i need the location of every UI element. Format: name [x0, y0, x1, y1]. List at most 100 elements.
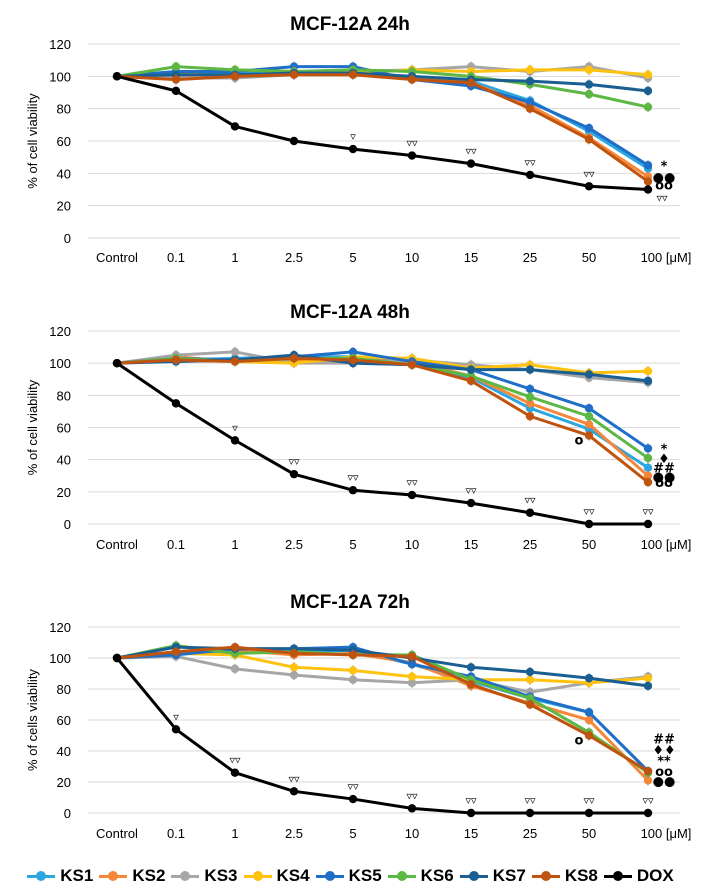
significance-annotation: o: [575, 734, 584, 749]
significance-annotation: ▿▿: [524, 156, 536, 169]
data-point-ks3: [289, 670, 299, 680]
significance-annotation: ▿▿: [642, 794, 654, 807]
data-point-ks5: [584, 404, 594, 413]
data-point-dox: [348, 486, 358, 495]
data-point-ks4: [525, 65, 535, 75]
data-point-ks8: [525, 700, 535, 709]
significance-annotation: *: [661, 159, 668, 174]
significance-annotation: ●●: [653, 774, 676, 789]
data-point-ks8: [230, 357, 240, 366]
x-tick-label: 100 [μM]: [641, 250, 692, 265]
series-line-ks5: [116, 350, 649, 450]
series-ks8: [112, 353, 653, 488]
data-point-ks7: [584, 80, 594, 89]
data-point-ks8: [643, 477, 653, 487]
data-point-dox: [230, 436, 240, 445]
y-tick-label: 120: [49, 620, 71, 635]
data-point-ks8: [466, 78, 476, 88]
y-tick-label: 60: [57, 421, 71, 436]
x-tick-label: 0.1: [167, 250, 185, 265]
data-point-ks5: [584, 708, 594, 717]
significance-annotation: ▿▿: [642, 505, 654, 518]
x-tick-label: 10: [405, 826, 419, 841]
legend-label: KS7: [492, 866, 526, 885]
data-point-ks5: [348, 347, 358, 357]
data-point-ks7: [643, 376, 653, 386]
data-point-ks2: [525, 399, 535, 408]
data-point-dox: [112, 358, 122, 368]
significance-annotation: ▿▿: [524, 494, 536, 507]
significance-annotation: o: [575, 434, 584, 449]
data-point-dox: [112, 653, 122, 663]
significance-annotation: oo: [655, 179, 673, 194]
significance-annotation: ▿: [232, 421, 238, 434]
y-tick-label: 0: [64, 231, 71, 246]
data-point-ks2: [584, 715, 594, 725]
significance-annotation: ▿▿: [465, 484, 477, 497]
legend-swatch: [387, 869, 416, 883]
data-point-ks3: [230, 347, 240, 357]
significance-annotation: ##: [653, 733, 675, 748]
y-tick-label: 20: [57, 775, 71, 790]
significance-annotation: ▿▿: [406, 476, 418, 489]
legend-label: KS6: [420, 866, 454, 885]
data-point-dox: [171, 725, 181, 734]
legend-item-ks5: KS5: [315, 866, 382, 886]
x-tick-label: 10: [405, 250, 419, 265]
x-tick-label: 25: [523, 250, 537, 265]
series-line-ks7: [116, 71, 649, 93]
y-tick-label: 80: [57, 388, 71, 403]
significance-annotation: ▿▿: [524, 794, 536, 807]
data-point-ks8: [643, 177, 653, 186]
data-point-ks8: [584, 135, 594, 144]
data-point-ks8: [407, 652, 417, 661]
data-point-ks8: [466, 376, 476, 386]
series-dox: [112, 72, 653, 194]
significance-annotation: ●●: [653, 171, 676, 186]
legend-swatch: [243, 869, 272, 883]
legend-item-ks2: KS2: [99, 866, 165, 886]
x-tick-label: 25: [523, 826, 537, 841]
data-point-dox: [584, 519, 594, 529]
significance-annotation: ▿▿: [406, 137, 418, 150]
x-tick-label: 25: [523, 537, 537, 552]
series-line-ks6: [116, 65, 649, 109]
data-point-ks8: [643, 766, 653, 776]
data-point-ks7: [525, 76, 535, 86]
data-point-ks6: [525, 392, 535, 402]
legend-item-ks1: KS1: [27, 866, 93, 886]
legend-item-dox: DOX: [603, 866, 674, 886]
data-point-ks7: [525, 667, 535, 677]
data-point-ks4: [289, 663, 299, 672]
x-tick-label: 15: [464, 826, 478, 841]
data-point-ks2: [643, 471, 653, 480]
data-point-dox: [584, 808, 594, 818]
x-tick-label: Control: [96, 537, 138, 552]
series-ks1: [112, 645, 653, 777]
series-ks2: [112, 645, 653, 786]
significance-annotation: ▿▿: [406, 789, 418, 802]
significance-annotation: ▿▿: [583, 505, 595, 518]
series-line-ks8: [116, 356, 649, 484]
legend-label: KS3: [204, 866, 238, 885]
x-tick-label: 2.5: [285, 826, 303, 841]
significance-annotation: ●●: [653, 470, 676, 485]
data-point-ks8: [171, 647, 181, 656]
data-point-ks4: [407, 672, 417, 681]
legend-label: KS1: [60, 866, 94, 885]
significance-annotation: ##: [653, 462, 675, 477]
data-point-dox: [171, 86, 181, 96]
data-point-ks8: [171, 355, 181, 365]
y-tick-label: 20: [57, 485, 71, 500]
series-line-ks6: [116, 644, 649, 774]
significance-annotation: oo: [655, 765, 673, 780]
legend-label: KS4: [276, 866, 310, 885]
x-tick-label: 50: [582, 537, 596, 552]
x-tick-label: 5: [349, 250, 356, 265]
data-point-ks8: [289, 70, 299, 79]
data-point-ks7: [584, 673, 594, 683]
series-line-dox: [116, 74, 649, 191]
significance-annotation: ▿: [350, 130, 356, 143]
data-point-ks6: [171, 62, 181, 71]
data-point-dox: [289, 787, 299, 796]
